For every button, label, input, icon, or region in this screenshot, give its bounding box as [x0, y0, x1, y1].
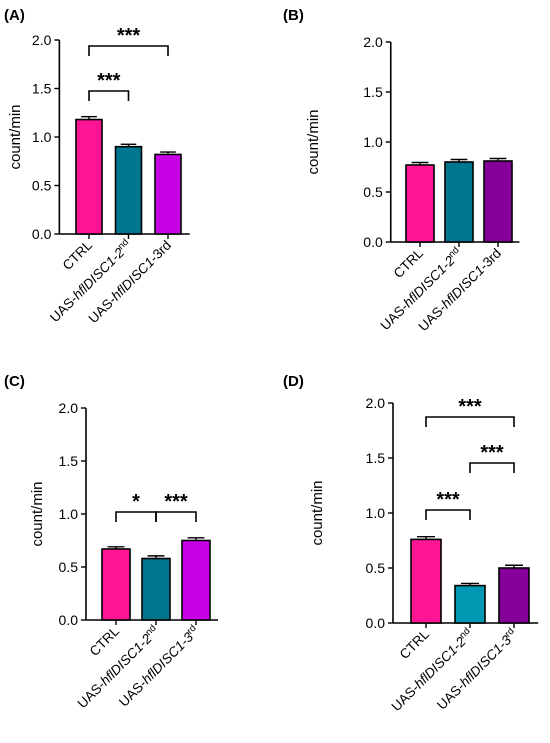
bar [75, 118, 103, 235]
significance-bracket [88, 90, 130, 101]
panel-label: (B) [283, 7, 304, 24]
panel-a: (A)count/min0.00.51.01.52.0CTRLUAS-hflDI… [4, 7, 190, 326]
panel-label: (C) [4, 373, 25, 390]
y-tick-label: 1.5 [363, 84, 383, 100]
x-tick-label: CTRL [60, 237, 96, 273]
significance-label: * [132, 491, 140, 513]
label-part: CTRL [391, 245, 427, 281]
panel-label: (A) [4, 7, 25, 24]
y-tick-label: 0.0 [32, 226, 52, 242]
significance-label: *** [117, 25, 141, 47]
label-part: CTRL [397, 626, 433, 662]
panel-b: (B)count/min0.00.51.01.52.0CTRLUAS-hflDI… [283, 7, 520, 334]
y-tick-label: 1.5 [32, 81, 52, 97]
panel-c: (C)count/min0.00.51.01.52.0CTRLUAS-hflDI… [4, 373, 218, 711]
bar [410, 538, 442, 624]
significance-bracket [469, 462, 515, 473]
bar [444, 161, 474, 243]
bar [454, 584, 486, 624]
y-tick-label: 1.5 [366, 450, 386, 466]
label-part: CTRL [60, 237, 96, 273]
significance-label: *** [458, 396, 482, 418]
bar [405, 164, 435, 243]
y-tick-label: 0.5 [366, 560, 386, 576]
y-tick-label: 0.0 [366, 615, 386, 631]
y-tick-label: 0.0 [363, 234, 383, 250]
x-tick-label: UAS-hflDISC1-2nd [387, 625, 476, 714]
y-tick-label: 0.5 [59, 559, 79, 575]
x-tick-label: CTRL [397, 626, 433, 662]
significance-label: *** [164, 491, 188, 513]
significance-label: *** [436, 489, 460, 511]
label-part: CTRL [87, 623, 123, 659]
significance-bracket [88, 45, 169, 56]
y-tick-label: 0.5 [32, 178, 52, 194]
y-tick-label: 1.0 [363, 134, 383, 150]
y-tick-label: 1.0 [366, 505, 386, 521]
bar [114, 145, 143, 235]
y-axis-label: count/min [305, 109, 322, 174]
bar [101, 548, 131, 621]
significance-bracket [425, 509, 471, 520]
bar [154, 153, 182, 235]
x-tick-label: CTRL [391, 245, 427, 281]
significance-bracket [155, 511, 197, 522]
y-axis-label: count/min [309, 480, 326, 545]
y-tick-label: 2.0 [59, 400, 79, 416]
y-tick-label: 2.0 [366, 395, 386, 411]
y-tick-label: 1.0 [59, 506, 79, 522]
label-part-italic: hflDISC1-3 [457, 632, 515, 690]
significance-bracket [115, 511, 157, 522]
y-tick-label: 2.0 [32, 32, 52, 48]
panel-label: (D) [283, 373, 304, 390]
bar [498, 567, 530, 624]
bar [181, 539, 211, 621]
y-tick-label: 0.5 [363, 184, 383, 200]
significance-label: *** [480, 442, 504, 464]
bar [141, 557, 171, 621]
x-tick-label: CTRL [87, 623, 123, 659]
y-tick-label: 1.5 [59, 453, 79, 469]
y-tick-label: 0.0 [59, 612, 79, 628]
y-tick-label: 2.0 [363, 34, 383, 50]
x-tick-label: UAS-hflDISC1-3rd [433, 625, 520, 712]
y-tick-label: 1.0 [32, 129, 52, 145]
significance-label: *** [97, 70, 121, 92]
y-axis-label: count/min [7, 104, 24, 169]
bar [483, 160, 513, 243]
panel-d: (D) count/min 0.0 0.5 1.0 1.5 2.0 CTRLUAS-hflDI… [283, 373, 539, 714]
significance-bracket [425, 416, 515, 427]
y-axis-label: count/min [29, 481, 46, 546]
